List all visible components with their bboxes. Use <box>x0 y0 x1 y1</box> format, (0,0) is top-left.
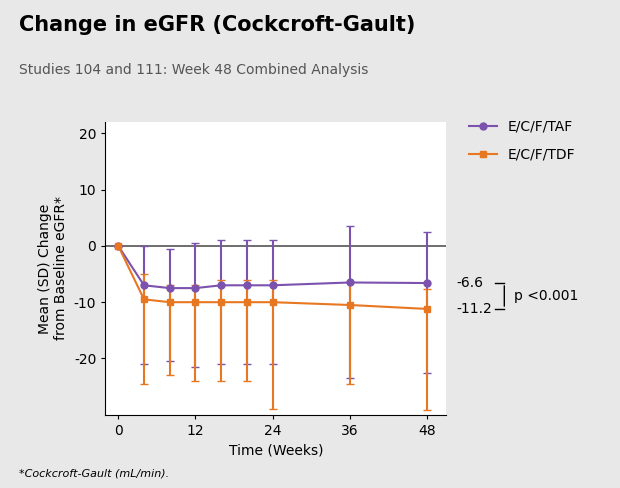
Text: Change in eGFR (Cockcroft-Gault): Change in eGFR (Cockcroft-Gault) <box>19 15 415 35</box>
Text: -11.2: -11.2 <box>456 302 492 316</box>
Text: -6.6: -6.6 <box>456 276 483 290</box>
Text: p <0.001: p <0.001 <box>514 289 578 303</box>
Y-axis label: Mean (SD) Change
from Baseline eGFR*: Mean (SD) Change from Baseline eGFR* <box>38 196 68 341</box>
X-axis label: Time (Weeks): Time (Weeks) <box>229 444 323 457</box>
Text: Studies 104 and 111: Week 48 Combined Analysis: Studies 104 and 111: Week 48 Combined An… <box>19 63 368 78</box>
Text: *Cockcroft-Gault (mL/min).: *Cockcroft-Gault (mL/min). <box>19 468 169 478</box>
Legend: E/C/F/TAF, E/C/F/TDF: E/C/F/TAF, E/C/F/TDF <box>464 114 581 167</box>
